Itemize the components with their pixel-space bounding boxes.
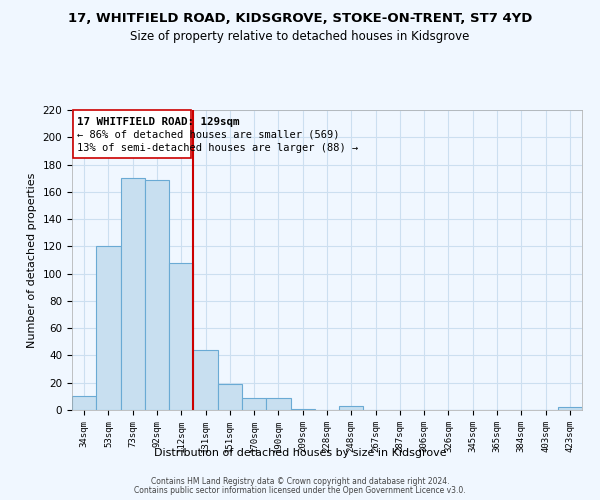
Bar — [121, 178, 145, 410]
Bar — [339, 406, 364, 410]
Text: 17, WHITFIELD ROAD, KIDSGROVE, STOKE-ON-TRENT, ST7 4YD: 17, WHITFIELD ROAD, KIDSGROVE, STOKE-ON-… — [68, 12, 532, 26]
Bar — [290, 408, 315, 410]
Text: ← 86% of detached houses are smaller (569): ← 86% of detached houses are smaller (56… — [77, 129, 340, 139]
FancyBboxPatch shape — [73, 110, 191, 158]
Text: Contains HM Land Registry data © Crown copyright and database right 2024.: Contains HM Land Registry data © Crown c… — [151, 477, 449, 486]
Bar — [169, 262, 193, 410]
Bar — [96, 246, 121, 410]
Bar — [72, 396, 96, 410]
Text: Size of property relative to detached houses in Kidsgrove: Size of property relative to detached ho… — [130, 30, 470, 43]
Bar — [145, 180, 169, 410]
Text: 13% of semi-detached houses are larger (88) →: 13% of semi-detached houses are larger (… — [77, 142, 358, 152]
Bar — [266, 398, 290, 410]
Bar — [193, 350, 218, 410]
Text: 17 WHITFIELD ROAD: 129sqm: 17 WHITFIELD ROAD: 129sqm — [77, 117, 239, 127]
Y-axis label: Number of detached properties: Number of detached properties — [27, 172, 37, 348]
Text: Contains public sector information licensed under the Open Government Licence v3: Contains public sector information licen… — [134, 486, 466, 495]
Bar — [218, 384, 242, 410]
Text: Distribution of detached houses by size in Kidsgrove: Distribution of detached houses by size … — [154, 448, 446, 458]
Bar — [558, 408, 582, 410]
Bar — [242, 398, 266, 410]
